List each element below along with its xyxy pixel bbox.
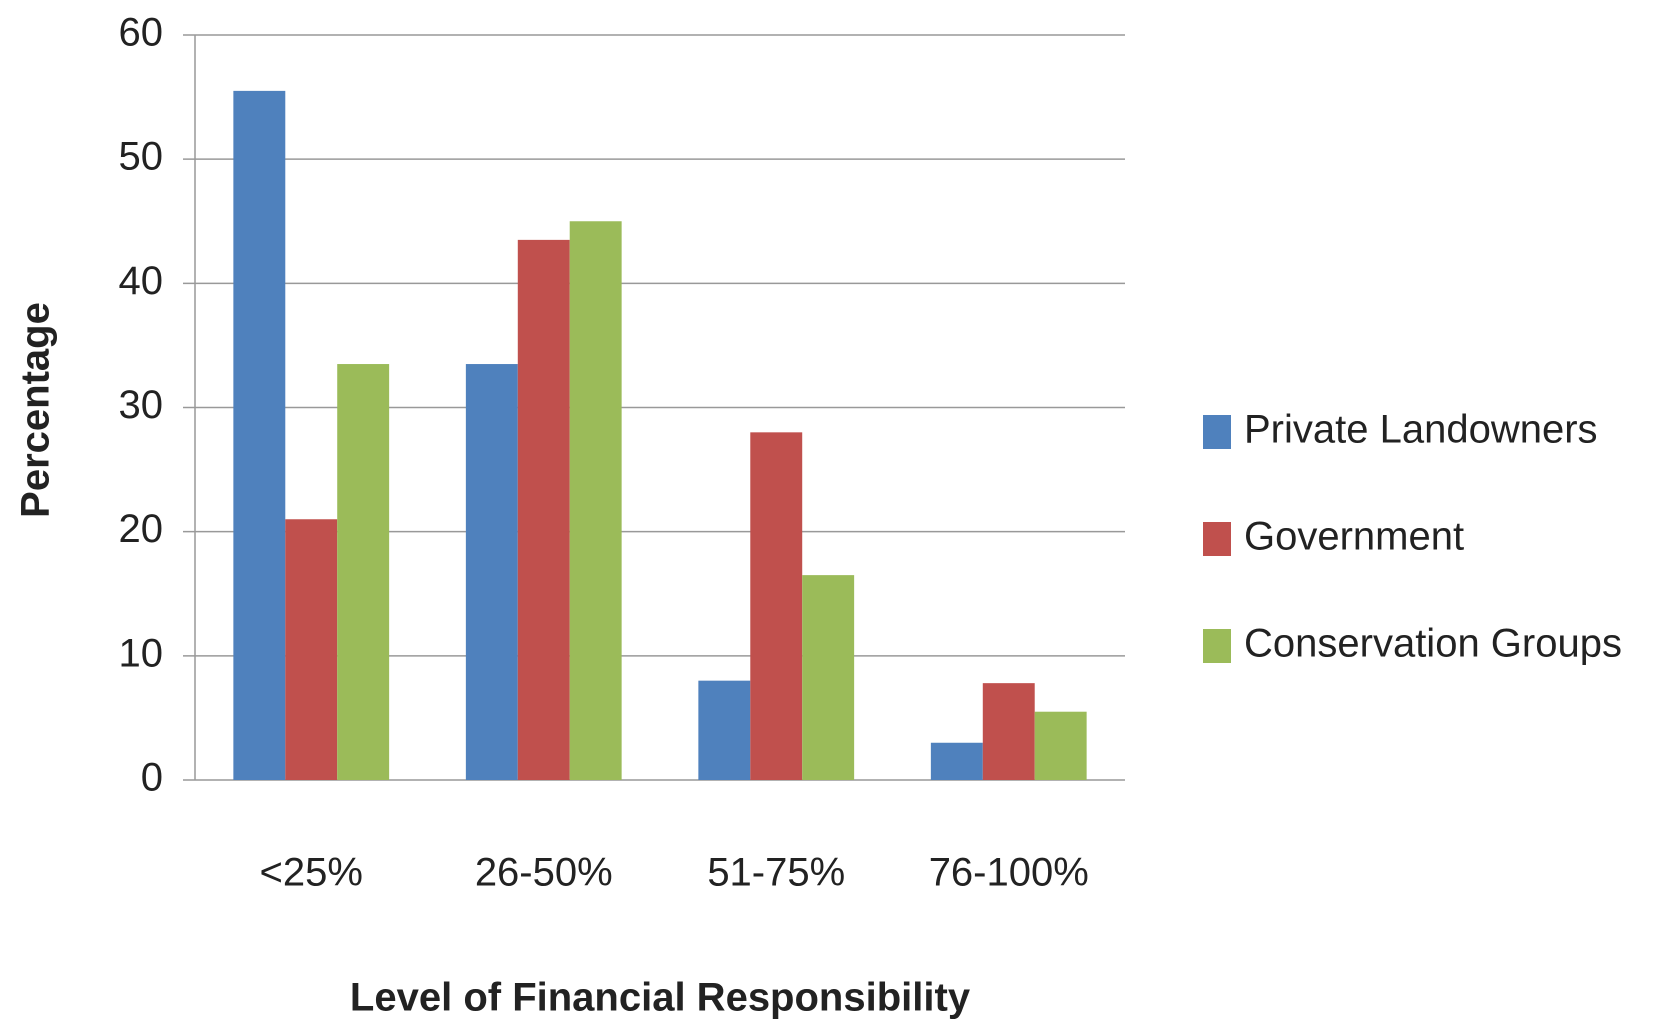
legend-swatch xyxy=(1203,522,1231,556)
y-tick-label: 30 xyxy=(119,383,164,427)
bar xyxy=(517,239,570,780)
bar xyxy=(698,680,751,780)
x-tick-label: <25% xyxy=(260,851,363,895)
y-tick-label: 40 xyxy=(119,259,164,303)
bar xyxy=(930,742,983,780)
bar xyxy=(465,364,518,780)
bar xyxy=(569,221,622,780)
bar xyxy=(233,90,286,780)
legend-label: Private Landowners xyxy=(1244,408,1598,452)
legend-label: Conservation Groups xyxy=(1244,622,1622,666)
bar xyxy=(1034,711,1087,780)
y-tick-label: 60 xyxy=(119,11,164,55)
legend-swatch xyxy=(1203,415,1231,449)
x-axis-title: Level of Financial Responsibility xyxy=(350,976,971,1020)
legend-swatch xyxy=(1203,629,1231,663)
y-axis-title: Percentage xyxy=(14,302,58,518)
bar xyxy=(802,575,855,780)
y-tick-label: 10 xyxy=(119,631,164,675)
x-tick-label: 51-75% xyxy=(707,851,845,895)
bar xyxy=(982,683,1035,780)
bar xyxy=(750,432,803,780)
x-tick-label: 76-100% xyxy=(929,851,1089,895)
y-tick-label: 20 xyxy=(119,507,164,551)
y-tick-label: 0 xyxy=(141,756,163,800)
legend-label: Government xyxy=(1244,515,1464,559)
bar xyxy=(285,519,338,780)
y-tick-label: 50 xyxy=(119,135,164,179)
x-tick-label: 26-50% xyxy=(475,851,613,895)
bar xyxy=(337,364,390,780)
